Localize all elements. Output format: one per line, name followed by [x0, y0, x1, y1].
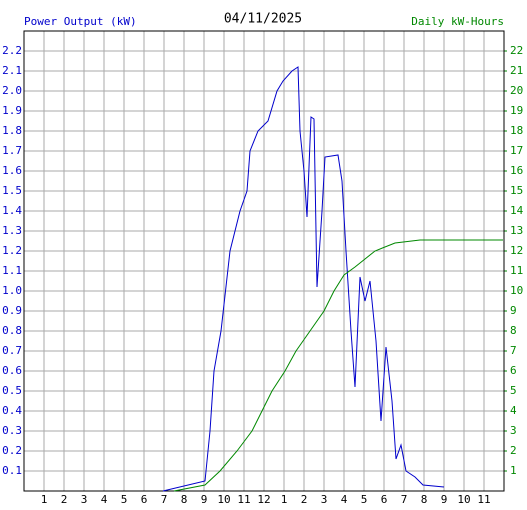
y-tick-label: 1.7: [2, 144, 22, 157]
x-tick-label: 7: [401, 493, 408, 506]
y-tick-label: 0.5: [2, 384, 22, 397]
chart-title: 04/11/2025: [224, 12, 302, 27]
x-tick-label: 3: [81, 493, 88, 506]
x-tick-label: 9: [441, 493, 448, 506]
y2-tick-label: 12: [510, 244, 523, 257]
y2-tick-label: 16: [510, 164, 523, 177]
y-tick-label: 1.9: [2, 104, 22, 117]
y2-tick-label: 17: [510, 144, 523, 157]
y2-tick-label: 6: [510, 364, 517, 377]
y-tick-label: 0.2: [2, 444, 22, 457]
y2-tick-label: 9: [510, 304, 517, 317]
y2-tick-label: 21: [510, 64, 523, 77]
y2-tick-label: 11: [510, 264, 523, 277]
y2-tick-label: 8: [510, 324, 517, 337]
x-tick-label: 6: [381, 493, 388, 506]
y-tick-label: 1.2: [2, 244, 22, 257]
x-tick-label: 7: [161, 493, 168, 506]
plot-border: [23, 30, 505, 492]
x-tick-label: 1: [41, 493, 48, 506]
y-tick-label: 0.9: [2, 304, 22, 317]
y2-tick-label: 18: [510, 124, 523, 137]
y2-tick-label: 2: [510, 444, 517, 457]
y2-axis-label: Daily kW-Hours: [411, 15, 504, 28]
y-tick-label: 0.4: [2, 404, 22, 417]
x-tick-label: 11: [477, 493, 490, 506]
y-tick-label: 1.0: [2, 284, 22, 297]
y2-tick-label: 20: [510, 84, 523, 97]
y2-tick-label: 19: [510, 104, 523, 117]
y2-tick-label: 7: [510, 344, 517, 357]
y2-tick-label: 10: [510, 284, 523, 297]
x-tick-label: 10: [457, 493, 470, 506]
x-tick-label: 1: [281, 493, 288, 506]
y-tick-label: 1.5: [2, 184, 22, 197]
y2-tick-label: 22: [510, 44, 523, 57]
y2-tick-label: 3: [510, 424, 517, 437]
y-tick-label: 1.3: [2, 224, 22, 237]
y-tick-label: 2.0: [2, 84, 22, 97]
y-tick-label: 2.1: [2, 64, 22, 77]
series-line: [173, 239, 503, 492]
x-tick-label: 8: [181, 493, 188, 506]
y-tick-label: 0.6: [2, 364, 22, 377]
x-tick-label: 6: [141, 493, 148, 506]
y-tick-label: 0.1: [2, 464, 22, 477]
x-tick-label: 10: [217, 493, 230, 506]
y-tick-label: 0.7: [2, 344, 22, 357]
x-tick-label: 2: [301, 493, 308, 506]
y2-tick-label: 14: [510, 204, 524, 217]
x-tick-label: 5: [121, 493, 128, 506]
x-tick-label: 9: [201, 493, 208, 506]
y-tick-label: 0.8: [2, 324, 22, 337]
y-tick-label: 0.3: [2, 424, 22, 437]
x-tick-label: 3: [321, 493, 328, 506]
y-tick-label: 1.1: [2, 264, 22, 277]
x-tick-label: 8: [421, 493, 428, 506]
x-tick-label: 2: [61, 493, 68, 506]
series-line: [162, 66, 445, 492]
y-tick-label: 1.4: [2, 204, 22, 217]
y-axis-label: Power Output (kW): [24, 15, 137, 28]
x-tick-label: 12: [257, 493, 270, 506]
y2-tick-label: 4: [510, 404, 517, 417]
x-tick-label: 5: [361, 493, 368, 506]
y2-tick-label: 5: [510, 384, 517, 397]
y-tick-label: 1.8: [2, 124, 22, 137]
y2-tick-label: 13: [510, 224, 523, 237]
y2-tick-label: 15: [510, 184, 523, 197]
x-tick-label: 11: [237, 493, 250, 506]
x-tick-label: 4: [101, 493, 108, 506]
y-tick-label: 1.6: [2, 164, 22, 177]
y-tick-label: 2.2: [2, 44, 22, 57]
y2-tick-label: 1: [510, 464, 517, 477]
x-tick-label: 4: [341, 493, 348, 506]
